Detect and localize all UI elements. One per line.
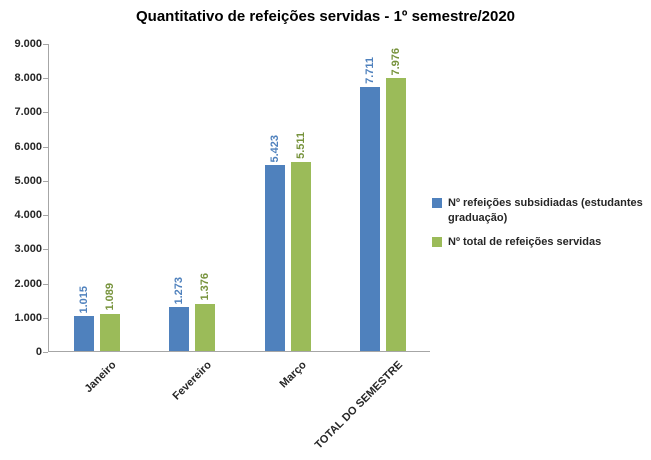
y-axis-labels: 0 1.000 2.000 3.000 4.000 5.000 6.000 7.000 8.00… bbox=[0, 38, 42, 358]
bar-wrap: 5.423 bbox=[264, 44, 285, 351]
category-group: 1.015 1.089 bbox=[49, 44, 145, 351]
data-label: 1.015 bbox=[77, 285, 90, 314]
y-axis-tick bbox=[43, 317, 48, 319]
y-axis-tick bbox=[43, 78, 48, 80]
bar-total bbox=[386, 78, 407, 351]
y-axis-tick bbox=[43, 112, 48, 114]
legend-item-total: Nº total de refeições servidas bbox=[432, 235, 648, 250]
y-axis-tick bbox=[43, 249, 48, 251]
bar-wrap: 1.089 bbox=[99, 44, 120, 351]
data-label: 1.376 bbox=[199, 273, 212, 301]
y-axis-tick-label: 7.000 bbox=[14, 106, 42, 119]
x-axis-category-label: Março bbox=[277, 359, 310, 391]
legend: Nº refeições subsidiadas (estudantes gra… bbox=[432, 196, 648, 250]
legend-label-total: Nº total de refeições servidas bbox=[448, 235, 602, 248]
y-axis-tick bbox=[43, 180, 48, 182]
bar-wrap: 1.015 bbox=[73, 44, 94, 351]
x-axis-category-label: Fevereiro bbox=[170, 359, 214, 403]
y-axis-tick bbox=[43, 146, 48, 148]
legend-swatch-blue-icon bbox=[432, 198, 442, 208]
y-axis-tick-label: 6.000 bbox=[14, 140, 42, 153]
bar-wrap: 7.711 bbox=[360, 44, 381, 351]
y-axis-tick bbox=[43, 44, 48, 45]
bar-total bbox=[290, 162, 311, 351]
y-axis-tick-label: 9.000 bbox=[14, 38, 42, 50]
legend-swatch-green-icon bbox=[432, 236, 442, 247]
plot-area: Janeiro Fevereiro Março TOTAL DO SEMESTRE 1… bbox=[43, 44, 432, 451]
bar-total bbox=[99, 313, 120, 351]
y-axis-tick bbox=[43, 283, 48, 285]
data-label: 5.511 bbox=[294, 132, 307, 160]
category-group: 5.423 5.511 bbox=[240, 44, 336, 351]
bar-total bbox=[195, 303, 216, 351]
y-axis-tick-label: 5.000 bbox=[14, 174, 42, 187]
data-label: 7.976 bbox=[390, 47, 403, 76]
bar-subsidiadas bbox=[360, 87, 381, 351]
data-label: 7.711 bbox=[364, 57, 377, 85]
legend-item-subsidiadas: Nº refeições subsidiadas (estudantes gra… bbox=[432, 196, 648, 226]
x-axis-labels: Janeiro Fevereiro Março TOTAL DO SEMESTRE bbox=[49, 351, 430, 451]
legend-label-subsidiadas: Nº refeições subsidiadas (estudantes gra… bbox=[448, 197, 643, 224]
data-label: 1.089 bbox=[103, 283, 116, 311]
data-label: 5.423 bbox=[268, 134, 281, 163]
y-axis-tick bbox=[43, 215, 48, 217]
y-axis-tick-label: 0 bbox=[35, 346, 42, 358]
category-group: 7.711 7.976 bbox=[336, 44, 432, 351]
bar-subsidiadas bbox=[169, 307, 190, 351]
bar-wrap: 5.511 bbox=[290, 44, 311, 351]
bar-wrap: 1.273 bbox=[169, 44, 190, 351]
y-axis-tick-label: 2.000 bbox=[14, 277, 42, 290]
bar-wrap: 7.976 bbox=[386, 44, 407, 351]
y-axis-tick-label: 1.000 bbox=[14, 311, 42, 324]
bar-wrap: 1.376 bbox=[195, 44, 216, 351]
y-axis-tick-label: 8.000 bbox=[14, 72, 42, 85]
category-group: 1.273 1.376 bbox=[145, 44, 241, 351]
bar-subsidiadas bbox=[264, 165, 285, 351]
y-axis-tick bbox=[43, 352, 48, 353]
y-axis-tick-label: 3.000 bbox=[14, 243, 42, 256]
chart-title: Quantitativo de refeições servidas - 1º … bbox=[136, 8, 515, 25]
x-axis-category-label: Janeiro bbox=[82, 359, 119, 396]
bar-subsidiadas bbox=[73, 316, 94, 351]
x-axis-category-label: TOTAL DO SEMESTRE bbox=[312, 359, 405, 452]
data-label: 1.273 bbox=[173, 276, 186, 305]
y-axis-tick-label: 4.000 bbox=[14, 209, 42, 222]
